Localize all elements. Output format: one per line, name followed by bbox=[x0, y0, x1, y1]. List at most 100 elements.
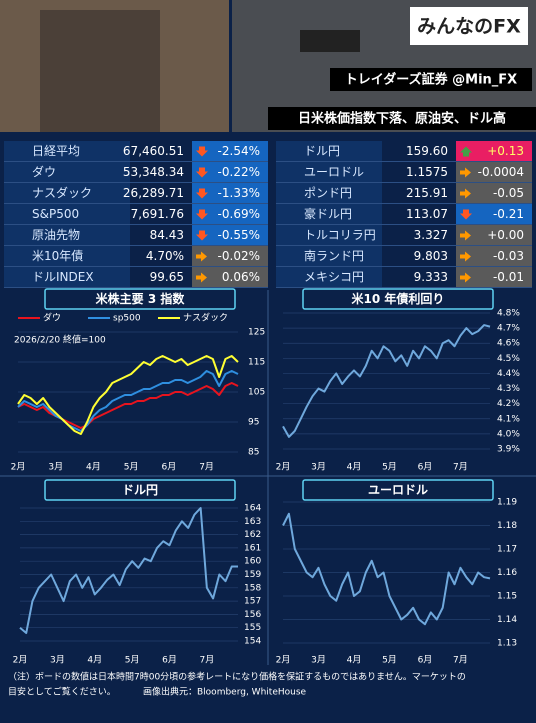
x-tick-label: 2月 bbox=[13, 655, 28, 666]
change-cell bbox=[456, 141, 532, 161]
value: 26,289.71 bbox=[123, 186, 184, 200]
title-box bbox=[302, 479, 494, 501]
value: 7,691.76 bbox=[131, 207, 184, 221]
name-cell bbox=[276, 225, 382, 245]
photo-figure bbox=[40, 10, 160, 132]
name: 日経平均 bbox=[32, 144, 80, 158]
name: S&P500 bbox=[32, 207, 79, 221]
name-cell bbox=[4, 141, 130, 161]
x-tick-label: 5月 bbox=[125, 655, 140, 666]
change: -0.02% bbox=[218, 249, 260, 263]
change-cell bbox=[456, 183, 532, 203]
y-tick-label: 4.2% bbox=[497, 399, 520, 409]
arrow-icon bbox=[460, 209, 472, 220]
value: 113.07 bbox=[406, 207, 448, 221]
name: 豪ドル円 bbox=[304, 206, 352, 221]
x-tick-label: 4月 bbox=[347, 655, 362, 666]
name: ドル円 bbox=[304, 144, 340, 158]
x-tick-label: 3月 bbox=[311, 462, 326, 473]
name-cell bbox=[4, 267, 130, 287]
arrow-icon bbox=[196, 230, 208, 241]
value: 1.1575 bbox=[406, 165, 448, 179]
x-tick-label: 4月 bbox=[347, 462, 362, 473]
arrow-icon bbox=[460, 230, 471, 241]
x-tick-label: 6月 bbox=[161, 462, 176, 473]
value-cell bbox=[130, 162, 192, 182]
value-cell bbox=[130, 225, 192, 245]
value: 67,460.51 bbox=[123, 144, 184, 158]
y-tick-label: 157 bbox=[244, 597, 261, 607]
change: -1.33% bbox=[218, 186, 260, 200]
value-cell bbox=[382, 246, 456, 266]
value-cell bbox=[130, 141, 192, 161]
footnote: 目安としてご覧ください。 bbox=[8, 686, 116, 698]
x-tick-label: 6月 bbox=[418, 655, 433, 666]
change: -0.69% bbox=[218, 207, 260, 221]
x-tick-label: 3月 bbox=[48, 462, 63, 473]
y-tick-label: 1.13 bbox=[497, 639, 517, 649]
y-tick-label: 4.4% bbox=[497, 369, 520, 379]
change: 0.06% bbox=[222, 270, 260, 284]
change-cell bbox=[192, 162, 268, 182]
x-tick-label: 2月 bbox=[276, 655, 291, 666]
arrow-icon bbox=[460, 188, 471, 199]
y-tick-label: 159 bbox=[244, 570, 261, 580]
name-cell bbox=[276, 141, 382, 161]
value-cell bbox=[382, 225, 456, 245]
y-tick-label: 4.3% bbox=[497, 384, 520, 394]
y-tick-label: 1.18 bbox=[497, 521, 517, 531]
value: 53,348.34 bbox=[123, 165, 184, 179]
y-tick-label: 1.16 bbox=[497, 568, 517, 578]
y-tick-label: 154 bbox=[244, 637, 261, 647]
x-tick-label: 4月 bbox=[87, 655, 102, 666]
x-tick-label: 3月 bbox=[311, 655, 326, 666]
x-tick-label: 2月 bbox=[11, 462, 26, 473]
x-tick-label: 6月 bbox=[162, 655, 177, 666]
change-cell bbox=[456, 204, 532, 224]
series-line bbox=[19, 507, 238, 635]
logo: みんなのFX bbox=[417, 16, 521, 38]
name-cell bbox=[276, 246, 382, 266]
y-tick-label: 4.7% bbox=[497, 324, 520, 334]
chart-title: 米10 年債利回り bbox=[352, 291, 445, 306]
headline-banner bbox=[268, 107, 536, 130]
legend-label: ダウ bbox=[43, 312, 61, 324]
brand-banner bbox=[330, 68, 532, 91]
value-cell bbox=[130, 246, 192, 266]
y-tick-label: 85 bbox=[248, 448, 259, 458]
change: -2.54% bbox=[218, 144, 260, 158]
change-cell bbox=[456, 225, 532, 245]
value: 84.43 bbox=[150, 228, 184, 242]
value: 9.333 bbox=[414, 270, 448, 284]
name: 原油先物 bbox=[32, 228, 80, 242]
series-line bbox=[282, 512, 491, 626]
x-tick-label: 7月 bbox=[453, 462, 468, 473]
street-sign bbox=[300, 30, 360, 52]
arrow-icon bbox=[196, 167, 208, 178]
value: 4.70% bbox=[146, 249, 184, 263]
value-cell bbox=[130, 267, 192, 287]
change-cell bbox=[456, 246, 532, 266]
chart-title: ドル円 bbox=[122, 483, 158, 497]
arrow-icon bbox=[196, 209, 208, 220]
y-tick-label: 4.8% bbox=[497, 309, 520, 319]
y-tick-label: 4.1% bbox=[497, 414, 520, 424]
change-cell bbox=[192, 225, 268, 245]
title-box bbox=[44, 479, 236, 501]
legend-label: sp500 bbox=[113, 314, 141, 324]
x-tick-label: 7月 bbox=[453, 655, 468, 666]
chart-title: 米株主要 3 指数 bbox=[96, 291, 186, 306]
name: ドルINDEX bbox=[32, 270, 94, 284]
y-tick-label: 155 bbox=[244, 623, 261, 633]
change: -0.01 bbox=[493, 270, 524, 284]
value: 99.65 bbox=[150, 270, 184, 284]
legend-label: ナスダック bbox=[183, 312, 228, 324]
change-cell bbox=[192, 204, 268, 224]
change-cell bbox=[456, 267, 532, 287]
name-cell bbox=[4, 246, 130, 266]
name: ポンド円 bbox=[304, 186, 352, 200]
y-tick-label: 4.6% bbox=[497, 339, 520, 349]
image-source: 画像出典元：Bloomberg, WhiteHouse bbox=[143, 686, 307, 698]
brand: トレイダーズ証券 @Min_FX bbox=[345, 72, 517, 88]
